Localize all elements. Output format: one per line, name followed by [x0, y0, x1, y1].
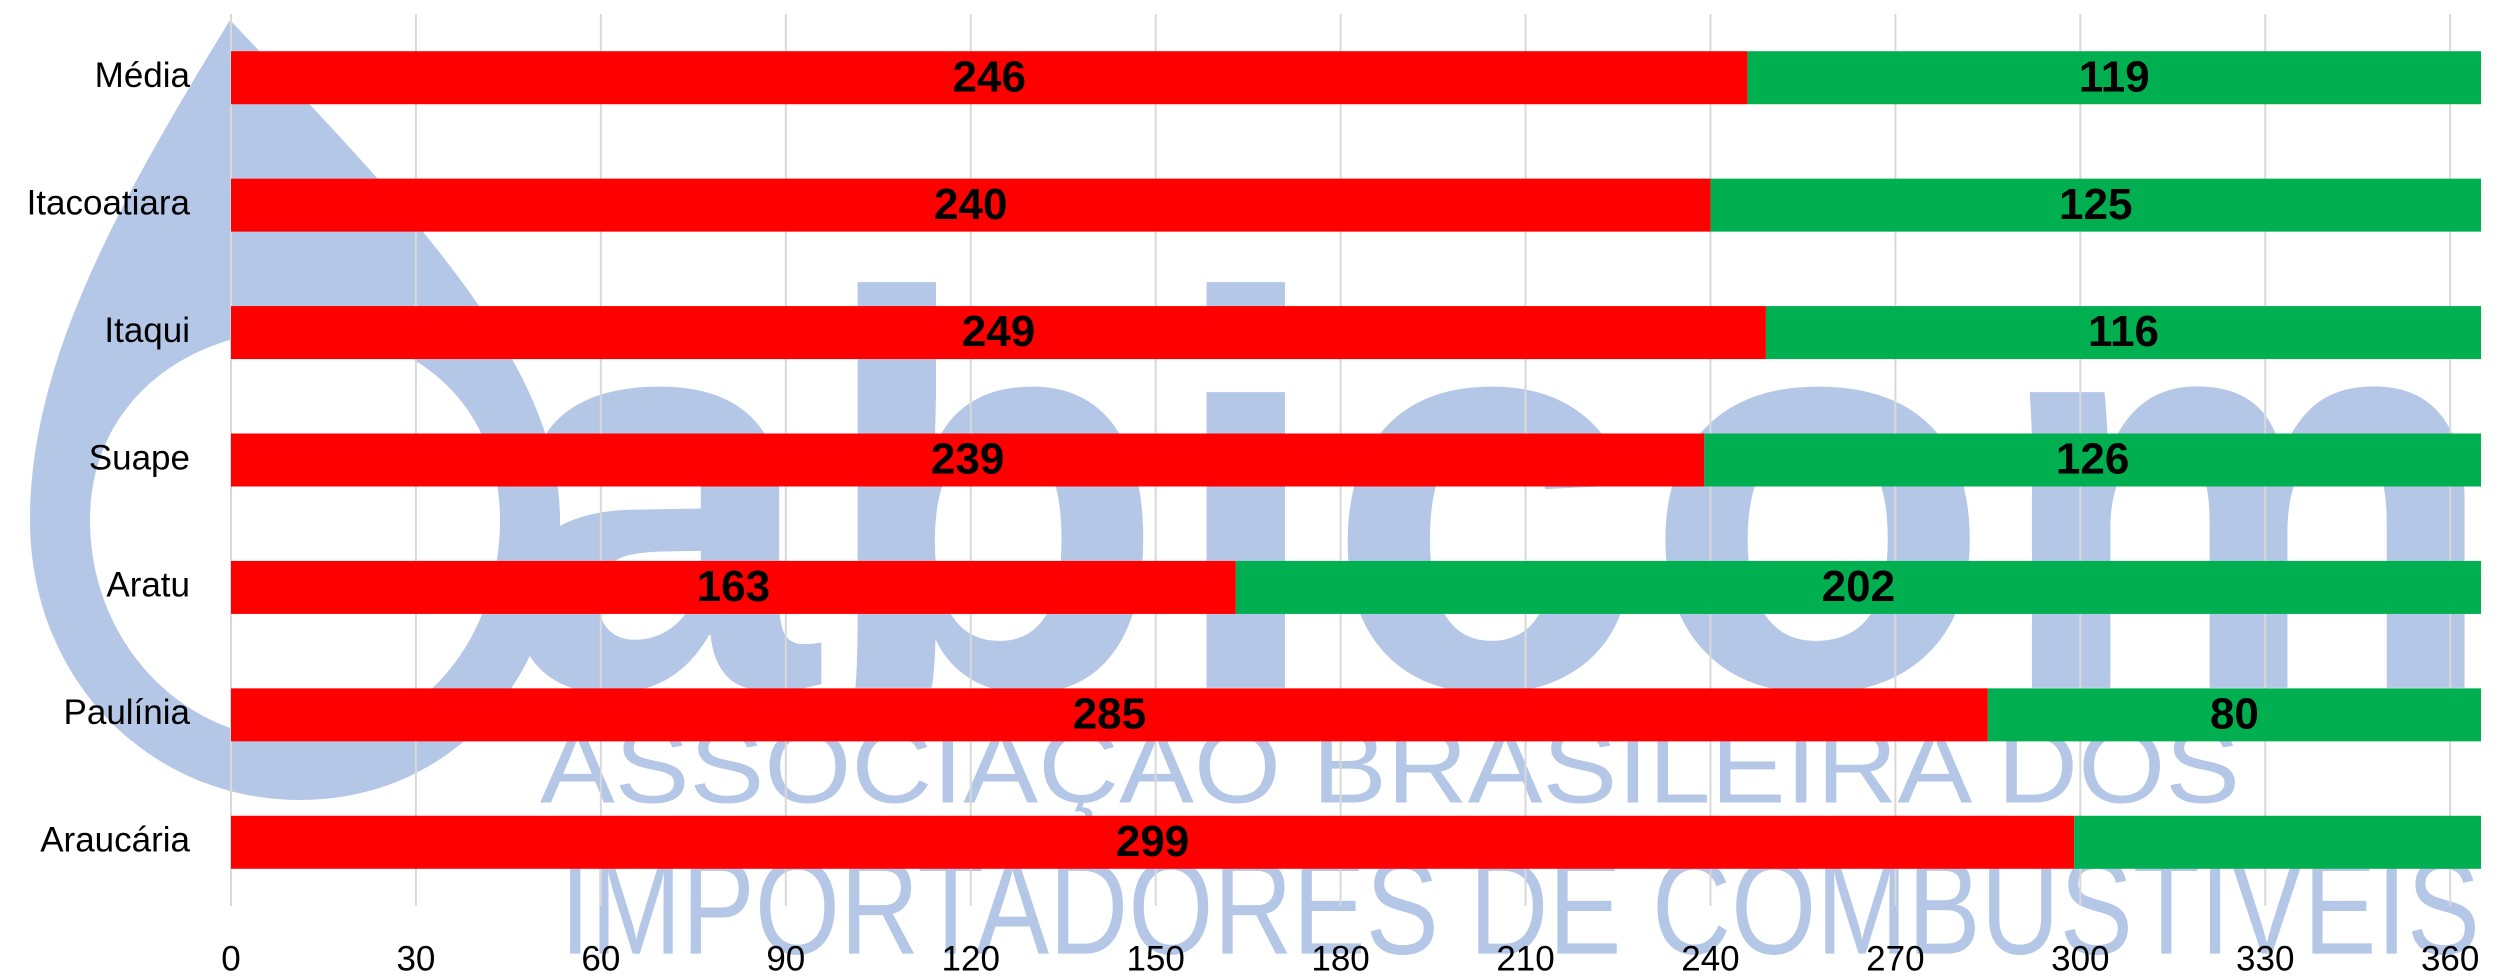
- data-label: 239: [931, 435, 1004, 484]
- bar-segment: [231, 433, 1705, 487]
- data-label: 116: [2088, 307, 2159, 356]
- bar-segment: [1704, 433, 2481, 487]
- x-tick-label: 210: [1496, 939, 1554, 977]
- data-label: 299: [1116, 817, 1189, 866]
- bar-segment: [1710, 178, 2481, 232]
- y-tick-label: Itaqui: [104, 311, 190, 350]
- data-label: 125: [2059, 180, 2132, 229]
- data-label: 80: [2210, 689, 2259, 738]
- x-tick-label: 150: [1126, 939, 1184, 977]
- bar-segment: [1987, 688, 2481, 742]
- x-tick-label: 120: [942, 939, 1000, 977]
- y-tick-label: Itacoatiara: [27, 183, 191, 222]
- bar-segment: [231, 560, 1236, 614]
- x-tick-label: 60: [581, 939, 620, 977]
- bar-segment: [1765, 306, 2481, 360]
- bar-segment: [1235, 560, 2481, 614]
- bar-segment: [231, 51, 1748, 105]
- y-tick-label: Suape: [89, 438, 190, 477]
- x-tick-label: 360: [2421, 939, 2479, 977]
- data-label: 285: [1073, 689, 1146, 738]
- x-tick-label: 180: [1311, 939, 1369, 977]
- x-tick-label: 30: [396, 939, 435, 977]
- data-label: 246: [953, 52, 1026, 101]
- bar-segment: [231, 815, 2075, 869]
- bar-segment: [2074, 815, 2481, 869]
- x-tick-label: 240: [1681, 939, 1739, 977]
- x-tick-label: 300: [2051, 939, 2109, 977]
- x-tick-label: 90: [766, 939, 805, 977]
- bar-segment: [231, 178, 1711, 232]
- bar-segment: [231, 306, 1766, 360]
- y-tick-label: Paulínia: [64, 693, 191, 732]
- y-tick-label: Aratu: [106, 566, 190, 605]
- x-tick-label: 330: [2236, 939, 2294, 977]
- bar-segment: [1747, 51, 2481, 105]
- bar-segment: [231, 688, 1988, 742]
- watermark-drop: [30, 20, 560, 800]
- data-label: 249: [962, 307, 1035, 356]
- y-tick-label: Média: [95, 56, 191, 95]
- data-label: 119: [2079, 52, 2150, 101]
- data-label: 202: [1822, 562, 1895, 611]
- data-label: 240: [934, 180, 1007, 229]
- data-label: 163: [697, 562, 770, 611]
- x-tick-label: 0: [221, 939, 240, 977]
- data-label: 126: [2056, 435, 2129, 484]
- y-tick-label: Araucária: [40, 821, 190, 860]
- x-tick-label: 270: [1866, 939, 1924, 977]
